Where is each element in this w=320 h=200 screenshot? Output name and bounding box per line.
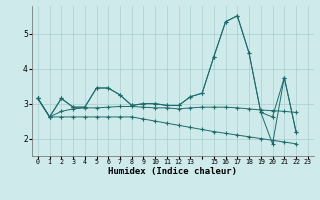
X-axis label: Humidex (Indice chaleur): Humidex (Indice chaleur) [108,167,237,176]
